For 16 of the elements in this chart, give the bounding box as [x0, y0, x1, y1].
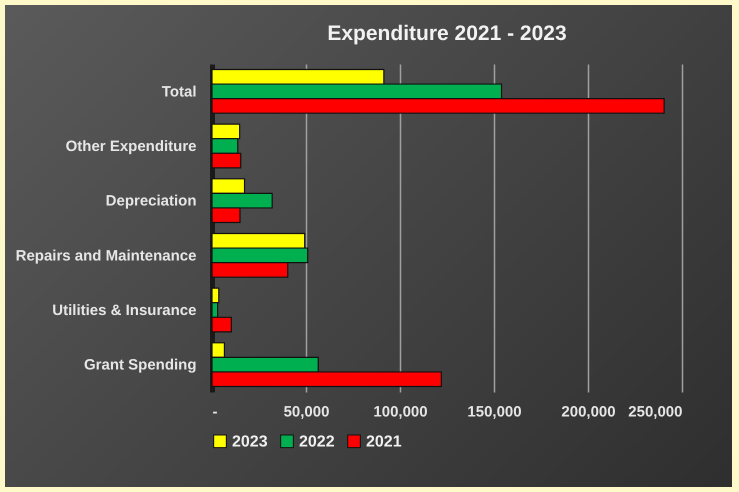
y-tick-label: Total	[162, 83, 196, 100]
legend-label: 2021	[366, 433, 402, 450]
y-tick-label: Depreciation	[106, 192, 196, 210]
x-tick-label: 150,000	[467, 404, 522, 420]
x-tick-label: 250,000	[628, 404, 682, 420]
y-tick-label: Grant Spending	[84, 356, 196, 374]
y-tick-label: Other Expenditure	[66, 138, 196, 155]
x-tick-label: -	[212, 404, 218, 420]
y-tick-label: Utilities & Insurance	[52, 302, 196, 319]
x-tick-label: 50,000	[284, 404, 330, 420]
legend-label: 2022	[299, 433, 335, 450]
x-tick-label: 200,000	[561, 404, 616, 420]
chart-title: Expenditure 2021 - 2023	[327, 22, 567, 45]
y-tick-label: Repairs and Maintenance	[16, 247, 196, 264]
legend-label: 2023	[232, 433, 268, 450]
x-tick-label: 100,000	[373, 404, 428, 420]
